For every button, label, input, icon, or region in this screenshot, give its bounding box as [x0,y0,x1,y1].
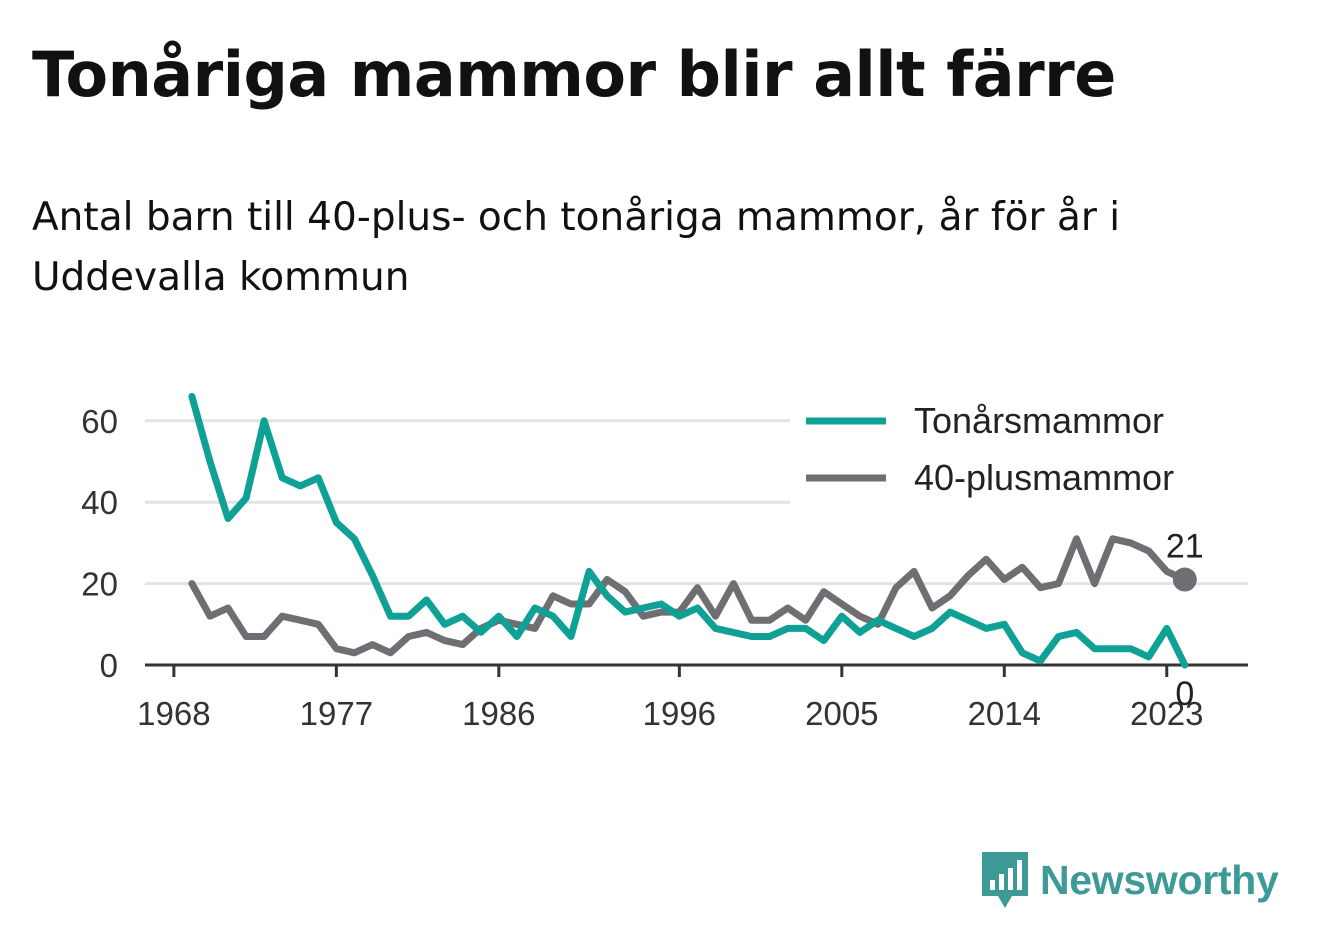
end-label-40-plusmammor: 21 [1166,528,1204,566]
end-point-marker-40-plusmammor [1172,567,1197,592]
y-tick-label: 20 [81,566,118,603]
series-line-tonarsmammor [188,392,1189,669]
series-lines [188,392,1189,669]
y-tick-label: 0 [100,647,118,684]
x-tick-label: 2014 [968,695,1041,732]
legend: Tonårsmammor 40-plusmammor [806,400,1174,498]
x-tick-label: 1986 [462,695,535,732]
end-labels: 21 0 [1166,528,1204,713]
x-tick-label: 1977 [300,695,373,732]
x-axis: 1968 1977 1986 1996 2005 2014 2023 [137,663,1248,732]
series-line-40-plusmammor [188,535,1189,657]
end-label-tonarsmammor: 0 [1175,675,1194,713]
y-tick-label: 60 [81,403,118,440]
chart-title: Tonåriga mammor blir allt färre [32,38,1116,111]
x-tick-label: 2005 [805,695,878,732]
brand-logo: Newsworthy [980,850,1279,910]
x-tick-label: 1968 [137,695,210,732]
chart-subtitle: Antal barn till 40-plus- och tonåriga ma… [32,195,1121,300]
x-tick-label: 2023 [1130,695,1203,732]
legend-background [790,392,1250,512]
x-tick-label: 1996 [643,695,716,732]
legend-label-teen: Tonårsmammor [914,400,1164,441]
legend-label-forty: 40-plusmammor [914,457,1174,498]
brand-name: Newsworthy [1040,856,1279,903]
bar-chart-icon [982,852,1028,908]
y-tick-label: 40 [81,484,118,521]
